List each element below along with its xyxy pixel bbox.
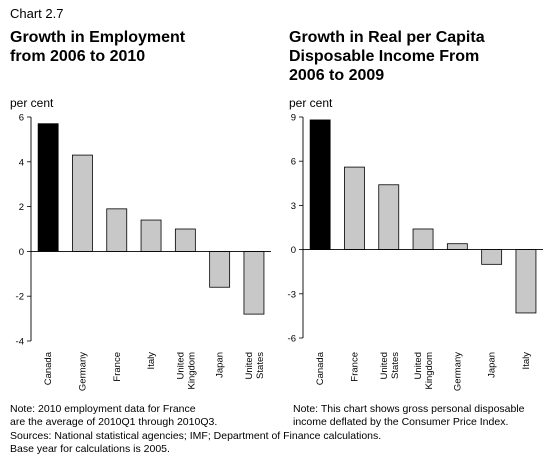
left-category-label: Canada: [43, 351, 54, 385]
left-note-line-1: Note: 2010 employment data for France: [10, 403, 196, 415]
right-note-line-1: Note: This chart shows gross personal di…: [293, 403, 525, 415]
left-category-label: Japan: [215, 352, 226, 378]
left-y-tick-label: 4: [19, 157, 24, 168]
right-y-tick-label: -6: [288, 334, 296, 345]
right-category-label: UnitedStates: [379, 352, 401, 380]
right-bar-france: [344, 166, 365, 251]
right-bar-italy: [515, 249, 537, 314]
right-note: Note: This chart shows gross personal di…: [293, 403, 525, 429]
left-note: Note: 2010 employment data for France ar…: [10, 403, 217, 429]
left-bar-italy: [140, 219, 162, 252]
left-y-tick-label: -2: [16, 292, 24, 303]
right-y-axis-label: per cent: [289, 96, 333, 110]
right-bar-germany: [446, 243, 468, 250]
left-category-label: Italy: [146, 352, 157, 370]
left-title-line-2: from 2006 to 2010: [10, 48, 146, 65]
left-category-label: France: [112, 352, 123, 382]
right-category-label: Germany: [452, 352, 463, 391]
left-bar-canada: [37, 123, 59, 252]
right-category-label: France: [349, 352, 360, 382]
left-chart-title: Growth in Employment from 2006 to 2010: [10, 28, 185, 66]
right-category-label: UnitedKingdom: [413, 352, 435, 390]
left-bar-germany: [72, 154, 93, 252]
left-note-line-2: are the average of 2010Q1 through 2010Q3…: [10, 416, 218, 428]
sources-note: Sources: National statistical agencies; …: [10, 430, 381, 456]
right-title-line-1: Growth in Real per Capita: [289, 29, 485, 46]
left-bar-united-kingdom: [174, 228, 196, 252]
right-bar-united-states: [378, 184, 400, 250]
sources-line-2: Base year for calculations is 2005.: [10, 443, 170, 455]
left-category-label: UnitedStates: [244, 352, 266, 380]
right-title-line-3: 2006 to 2009: [289, 67, 385, 84]
left-bar-united-states: [243, 250, 265, 315]
right-category-label: Japan: [487, 352, 498, 378]
left-category-label: Germany: [77, 352, 88, 391]
right-y-tick-label: -3: [288, 289, 296, 300]
left-bar-japan: [209, 250, 231, 288]
left-y-tick-label: 0: [19, 247, 24, 258]
sources-line-1: Sources: National statistical agencies; …: [10, 430, 382, 442]
right-bar-canada: [309, 119, 331, 250]
right-y-tick-label: 6: [291, 157, 296, 168]
right-bar-japan: [481, 249, 503, 265]
right-bar-united-kingdom: [412, 228, 434, 250]
left-y-tick-label: 6: [19, 113, 24, 124]
right-note-line-2: income deflated by the Consumer Price In…: [293, 416, 509, 428]
right-category-label: Italy: [521, 352, 532, 370]
right-category-label: Canada: [315, 351, 326, 385]
right-title-line-2: Disposable Income From: [289, 48, 480, 65]
right-y-tick-label: 9: [291, 113, 296, 124]
left-bar-france: [106, 208, 128, 252]
right-y-tick-label: 3: [291, 201, 296, 212]
left-y-tick-label: -4: [16, 337, 24, 348]
chart-number: Chart 2.7: [10, 6, 64, 21]
left-title-line-1: Growth in Employment: [10, 29, 186, 46]
left-category-label: UnitedKingdom: [175, 352, 197, 390]
left-y-axis-label: per cent: [10, 96, 54, 110]
left-y-tick-label: 2: [19, 202, 24, 213]
right-chart-title: Growth in Real per Capita Disposable Inc…: [289, 28, 485, 85]
right-y-tick-label: 0: [291, 245, 296, 256]
